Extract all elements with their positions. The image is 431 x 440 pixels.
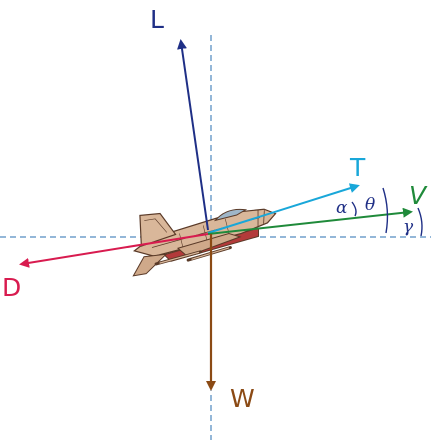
drag-label: D xyxy=(2,273,21,302)
lift-arrow xyxy=(177,39,209,231)
theta-label: θ xyxy=(365,195,375,215)
weight-label: W xyxy=(230,384,255,413)
gamma-arc xyxy=(417,207,423,237)
velocity-arrow xyxy=(207,207,413,235)
alpha-label: α xyxy=(336,198,348,218)
thrust-label: T xyxy=(349,153,366,182)
gamma-label: γ xyxy=(403,217,414,237)
alpha-arc xyxy=(351,201,357,217)
thrust-arrow xyxy=(207,183,360,234)
lift-label: L xyxy=(150,5,164,34)
theta-arc xyxy=(382,187,389,234)
drag-arrow xyxy=(19,233,209,268)
velocity-label: V xyxy=(409,181,428,210)
fighter-jet-icon xyxy=(132,208,277,277)
